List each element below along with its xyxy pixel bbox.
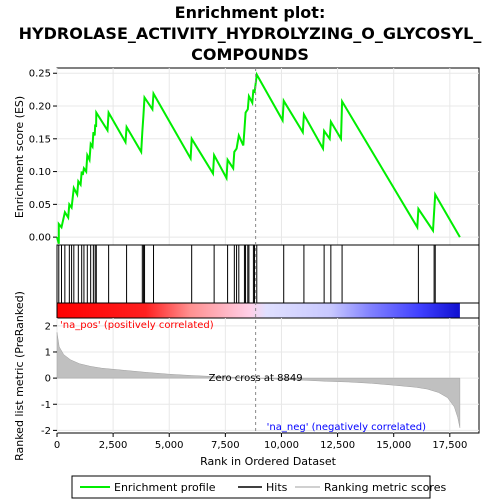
es-tick-label: 0.00 xyxy=(29,233,51,244)
es-line-group xyxy=(56,71,461,244)
colorbar-gradient xyxy=(57,303,460,318)
x-tick-label: 2,500 xyxy=(99,440,128,451)
metric-tick-label: -1 xyxy=(41,400,51,411)
metric-y-axis-label: Ranked list metric (PreRanked) xyxy=(13,291,26,461)
zero-cross-label: Zero cross at 8849 xyxy=(209,373,303,384)
es-tick-label: 0.15 xyxy=(29,134,51,145)
es-y-axis-label: Enrichment score (ES) xyxy=(13,96,26,218)
legend-hits-label: Hits xyxy=(266,481,288,494)
metric-tick-label: 0 xyxy=(45,374,51,385)
hits-panel-frame xyxy=(56,244,480,304)
es-y-ticks: 0.00 0.05 0.10 0.15 0.20 0.25 xyxy=(29,69,57,244)
es-profile-line xyxy=(56,71,461,244)
x-tick-label: 10,000 xyxy=(264,440,299,451)
es-tick-label: 0.25 xyxy=(29,69,51,80)
hit-lines xyxy=(58,245,436,303)
chart-title-line-2: HYDROLASE_ACTIVITY_HYDROLYZING_O_GLYCOSY… xyxy=(19,24,482,43)
metric-y-ticks: -2 -1 0 1 2 xyxy=(41,321,57,437)
chart-title-line-3: COMPOUNDS xyxy=(191,45,309,64)
x-axis-label: Rank in Ordered Dataset xyxy=(200,455,337,468)
legend-metric-label: Ranking metric scores xyxy=(324,481,446,494)
legend-enrichment-label: Enrichment profile xyxy=(114,481,216,494)
es-tick-label: 0.20 xyxy=(29,102,51,113)
es-panel-frame xyxy=(56,67,480,246)
es-tick-label: 0.05 xyxy=(29,200,51,211)
x-tick-label: 15,000 xyxy=(376,440,411,451)
neg-label: 'na_neg' (negatively correlated) xyxy=(267,422,426,433)
metric-tick-label: 1 xyxy=(45,347,51,358)
metric-panel: -2 -1 0 1 2 'na_pos' (positively correlated)… xyxy=(13,68,480,461)
x-tick-label: 7,500 xyxy=(211,440,240,451)
legend: Enrichment profile Hits Ranking metric s… xyxy=(71,475,446,499)
x-tick-label: 0 xyxy=(54,440,60,451)
es-gridlines xyxy=(56,68,479,245)
metric-tick-label: 2 xyxy=(45,321,51,332)
x-tick-label: 17,500 xyxy=(432,440,467,451)
pos-label: 'na_pos' (positively correlated) xyxy=(60,320,214,331)
es-tick-label: 0.10 xyxy=(29,167,51,178)
rank-colorbar xyxy=(56,302,480,319)
hits-panel xyxy=(56,244,480,304)
es-panel: 0.00 0.05 0.10 0.15 0.20 0.25 Enrichment scor… xyxy=(13,67,480,246)
metric-tick-label: -2 xyxy=(41,426,51,437)
x-tick-label: 12,500 xyxy=(320,440,355,451)
x-ticks: 0 2,500 5,000 7,500 10,000 12,500 15,000 17,500 xyxy=(54,433,467,451)
chart-title-line-1: Enrichment plot: xyxy=(175,3,326,22)
x-tick-label: 5,000 xyxy=(155,440,184,451)
metric-area xyxy=(56,332,461,428)
